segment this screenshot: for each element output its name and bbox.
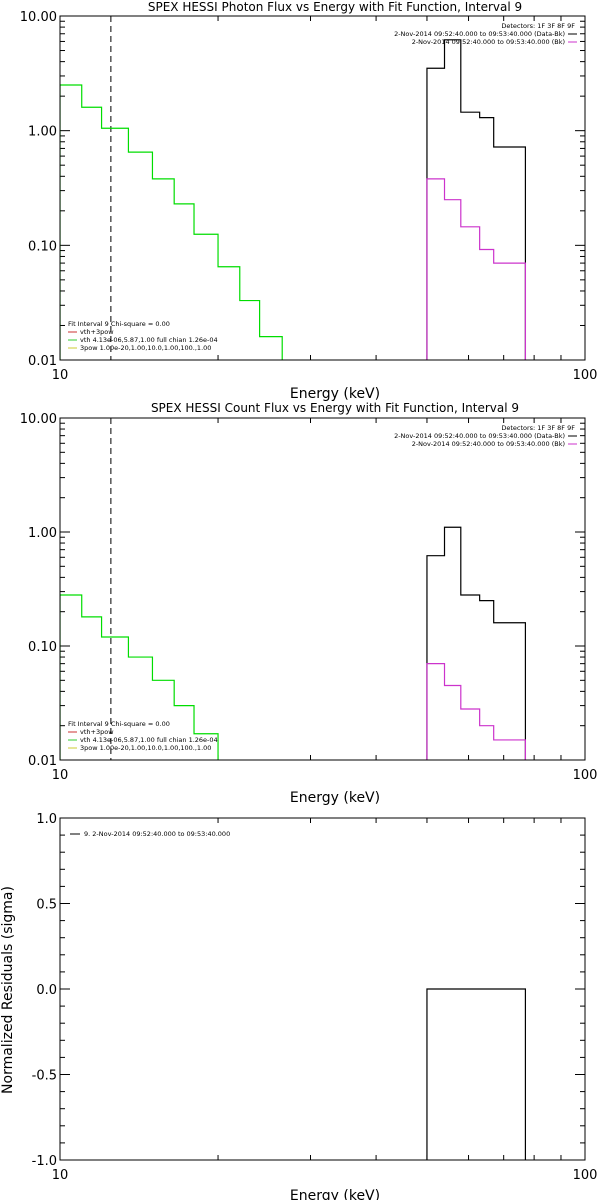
- x-tick-label: 10: [52, 368, 69, 383]
- x-tick-label: 100: [573, 368, 598, 383]
- fit-legend-entry: vth+3pow: [80, 728, 114, 736]
- y-tick-label: -1.0: [32, 1154, 57, 1169]
- plot-area: [60, 418, 527, 760]
- fit-legend-entry: vth 4.13e-06,5.87,1.00 full chian 1.26e-…: [80, 336, 218, 344]
- fit-legend-entry: vth+3pow: [80, 328, 114, 336]
- legend-entry: Detectors: 1F 3F 8F 9F: [501, 22, 575, 30]
- histogram-series: [426, 39, 527, 360]
- histogram-series: [426, 663, 527, 760]
- y-tick-label: 0.5: [36, 898, 57, 913]
- legend-entry: 2-Nov-2014 09:52:40.000 to 09:53:40.000 …: [394, 432, 565, 440]
- x-tick-label: 10: [52, 768, 69, 783]
- legend-entry: 9. 2-Nov-2014 09:52:40.000 to 09:53:40.0…: [84, 830, 230, 838]
- x-tick-label: 100: [573, 768, 598, 783]
- y-axis-label: Normalized Residuals (sigma): [0, 886, 16, 1094]
- y-tick-label: 1.0: [36, 812, 57, 827]
- x-axis-label: Energy (keV): [290, 386, 380, 402]
- y-tick-label: 1.00: [28, 125, 57, 140]
- panel-title: SPEX HESSI Photon Flux vs Energy with Fi…: [148, 0, 522, 14]
- y-tick-label: 0.01: [28, 754, 57, 769]
- plot-frame: [59, 817, 586, 1161]
- plot-frame: [59, 417, 586, 761]
- plot-frame: [59, 15, 586, 361]
- histogram-series: [60, 594, 219, 760]
- plot-area: [60, 16, 527, 360]
- x-axis-label: Energy (keV): [290, 1188, 380, 1200]
- ticks: [59, 417, 586, 761]
- count-flux-panel: SPEX HESSI Count Flux vs Energy with Fit…: [20, 401, 598, 806]
- x-tick-label: 100: [573, 1168, 598, 1183]
- y-tick-label: -0.5: [32, 1069, 57, 1084]
- x-axis-label: Energy (keV): [290, 790, 380, 806]
- histogram-series: [60, 84, 283, 360]
- x-tick-label: 10: [52, 1168, 69, 1183]
- fit-legend-entry: vth 4.13e-06,5.87,1.00 full chian 1.26e-…: [80, 736, 218, 744]
- residuals-panel: Energy (keV) Normalized Residuals (sigma…: [0, 812, 597, 1200]
- y-tick-label: 0.0: [36, 983, 57, 998]
- ticks: [59, 817, 586, 1161]
- histogram-series: [426, 178, 527, 360]
- fit-legend-entry: 3pow 1.00e-20,1.00,10.0,1.00,100.,1.00: [80, 744, 211, 752]
- y-tick-label: 0.01: [28, 354, 57, 369]
- legend-entry: Detectors: 1F 3F 8F 9F: [501, 424, 575, 432]
- fit-legend-entry: Fit Interval 9 Chi-square = 0.00: [68, 320, 170, 328]
- y-tick-label: 0.10: [28, 640, 57, 655]
- legend-entry: 2-Nov-2014 09:52:40.000 to 09:53:40.000 …: [412, 440, 565, 448]
- y-tick-label: 10.00: [20, 10, 57, 25]
- legend-entry: 2-Nov-2014 09:52:40.000 to 09:53:40.000 …: [394, 30, 565, 38]
- legend-entry: 2-Nov-2014 09:52:40.000 to 09:53:40.000 …: [412, 38, 565, 46]
- histogram-series: [426, 988, 527, 1160]
- y-tick-label: 10.00: [20, 412, 57, 427]
- fit-legend-entry: 3pow 1.00e-20,1.00,10.0,1.00,100.,1.00: [80, 344, 211, 352]
- plot-area: [426, 988, 527, 1160]
- fit-legend-entry: Fit Interval 9 Chi-square = 0.00: [68, 720, 170, 728]
- histogram-series: [426, 526, 527, 760]
- panel-title: SPEX HESSI Count Flux vs Energy with Fit…: [151, 401, 519, 415]
- photon-flux-panel: SPEX HESSI Photon Flux vs Energy with Fi…: [20, 0, 598, 402]
- ticks: [59, 15, 586, 361]
- y-tick-label: 1.00: [28, 526, 57, 541]
- y-tick-label: 0.10: [28, 239, 57, 254]
